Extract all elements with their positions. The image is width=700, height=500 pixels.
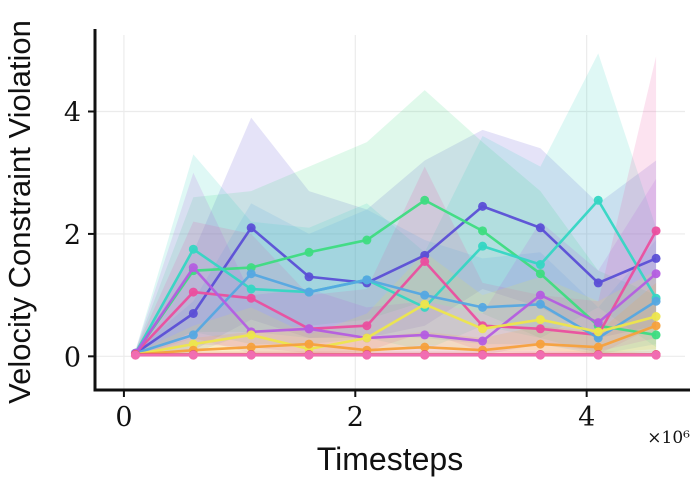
marker-pink (593, 350, 603, 360)
marker-pink (362, 350, 372, 360)
marker-pink (420, 350, 430, 360)
marker-purple (420, 330, 430, 340)
line-lightblue (135, 272, 657, 355)
marker-pink (304, 350, 314, 360)
marker-indigo (593, 278, 603, 288)
x-axis-label: Timesteps (317, 441, 463, 477)
marker-indigo (535, 223, 545, 233)
marker-purple (478, 336, 488, 346)
marker-magenta (420, 256, 430, 266)
marker-green (304, 247, 314, 257)
marker-indigo (651, 253, 661, 263)
marker-green (362, 235, 372, 245)
band-teal (135, 53, 657, 357)
marker-purple (651, 269, 661, 279)
marker-indigo (478, 201, 488, 211)
marker-yellow (420, 299, 430, 309)
marker-indigo (246, 223, 256, 233)
marker-orange (420, 342, 430, 352)
marker-orange (246, 342, 256, 352)
marker-magenta (651, 226, 661, 236)
marker-teal (593, 195, 603, 205)
series-lines (130, 195, 661, 360)
marker-orange (304, 339, 314, 349)
marker-purple (593, 318, 603, 328)
marker-magenta (535, 324, 545, 334)
marker-yellow (362, 333, 372, 343)
line-orange (135, 324, 657, 356)
marker-green (478, 226, 488, 236)
marker-pink (478, 350, 488, 360)
marker-teal (535, 260, 545, 270)
marker-green (651, 330, 661, 340)
marker-teal (478, 241, 488, 251)
marker-indigo (304, 272, 314, 282)
marker-pink (130, 350, 140, 360)
marker-pink (188, 350, 198, 360)
marker-yellow (478, 324, 488, 334)
x-tick-label: 4 (578, 402, 595, 433)
marker-lightblue (478, 302, 488, 312)
tick-labels: 0 2 4 0 2 4 (64, 98, 595, 433)
x-tick-label: 0 (115, 402, 132, 433)
marker-green (535, 269, 545, 279)
line-magenta (134, 230, 658, 355)
confidence-bands (135, 53, 657, 357)
axis-spines (93, 29, 690, 392)
marker-teal (246, 284, 256, 294)
y-tick-label: 2 (64, 220, 81, 251)
marker-orange (593, 342, 603, 352)
marker-orange (651, 321, 661, 331)
marker-teal (188, 244, 198, 254)
band-magenta (135, 56, 657, 357)
marker-lightblue (188, 330, 198, 340)
line-purple (134, 266, 657, 355)
marker-magenta (362, 321, 372, 331)
marker-purple (535, 290, 545, 300)
marker-magenta (188, 287, 198, 297)
x-tick-label: 2 (347, 402, 364, 433)
y-tick-label: 4 (64, 98, 81, 129)
marker-purple (188, 263, 198, 273)
marker-pink (651, 350, 661, 360)
marker-pink (535, 350, 545, 360)
marker-lightblue (420, 290, 430, 300)
x-axis-offset-label: ×10⁶ (647, 428, 690, 448)
marker-lightblue (362, 275, 372, 285)
marker-purple (304, 324, 314, 334)
y-axis-label: Velocity Constraint Violation (2, 20, 37, 404)
marker-yellow (651, 312, 661, 322)
y-tick-label: 0 (64, 342, 81, 373)
marker-lightblue (535, 299, 545, 309)
marker-yellow (535, 315, 545, 325)
marker-orange (535, 339, 545, 349)
marker-pink (246, 350, 256, 360)
marker-lightblue (304, 287, 314, 297)
marker-magenta (246, 293, 256, 303)
marker-lightblue (246, 269, 256, 279)
marker-yellow (246, 330, 256, 340)
marker-yellow (593, 327, 603, 337)
line-yellow (135, 303, 657, 356)
band-indigo (135, 117, 657, 357)
marker-green (420, 195, 430, 205)
marker-lightblue (651, 296, 661, 306)
marker-indigo (188, 308, 198, 318)
band-purple (135, 172, 657, 357)
